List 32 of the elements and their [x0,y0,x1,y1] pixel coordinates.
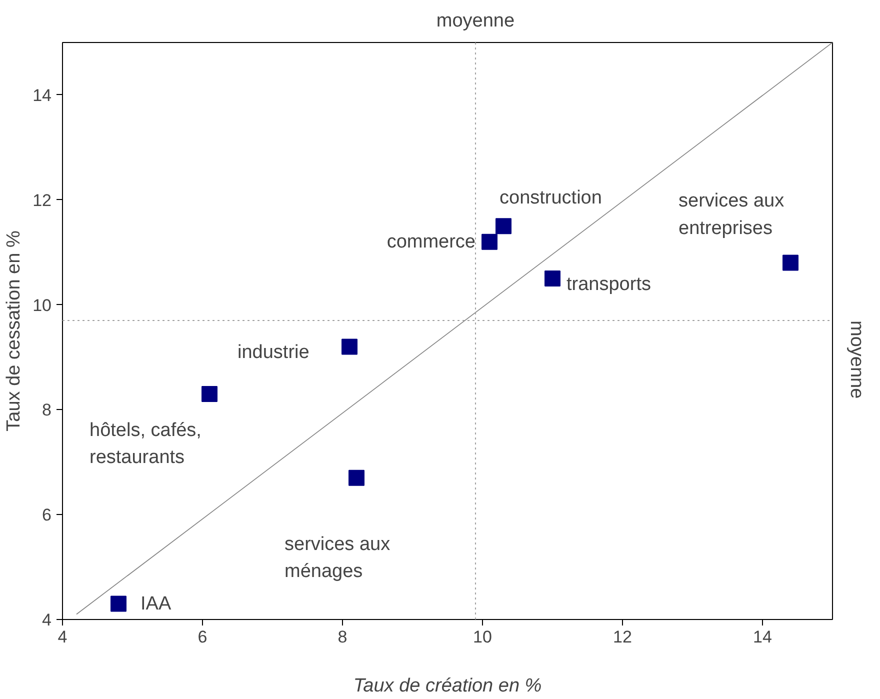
y-tick-label: 6 [42,506,52,525]
y-tick-label: 12 [32,190,52,210]
point [544,270,560,287]
annotation: services aux entreprises [678,190,785,239]
y-tick-label: 14 [32,86,52,105]
y-axis-title: Taux de cessation en % [4,230,25,432]
x-tick-label: 8 [338,628,348,646]
annotation: IAA [140,593,172,614]
ref-line-label: moyenne [436,10,515,32]
annotation: hôtels, cafés, restaurants [90,420,202,468]
x-tick-label: 6 [198,628,208,646]
annotation: transports [566,274,651,296]
y-tick-label: 4 [42,610,52,630]
point [348,470,364,486]
point [782,254,798,271]
x-tick-label: 10 [473,628,492,646]
x-tick-label: 12 [613,628,632,646]
annotation: construction [500,188,602,209]
point [110,596,126,612]
x-tick-label: 14 [753,628,772,646]
y-tick-label: 10 [32,296,52,315]
x-axis-title: Taux de création en % [353,676,542,696]
x-tick-label: 4 [58,628,68,646]
point [202,386,218,402]
point [482,234,498,250]
ref-line-label: moyenne [846,320,867,399]
y-tick-label: 8 [42,400,52,420]
point [342,338,358,355]
annotation: commerce [386,231,476,252]
annotation: industrie [238,342,310,364]
annotation: services aux ménages [284,534,391,582]
point [496,218,512,234]
